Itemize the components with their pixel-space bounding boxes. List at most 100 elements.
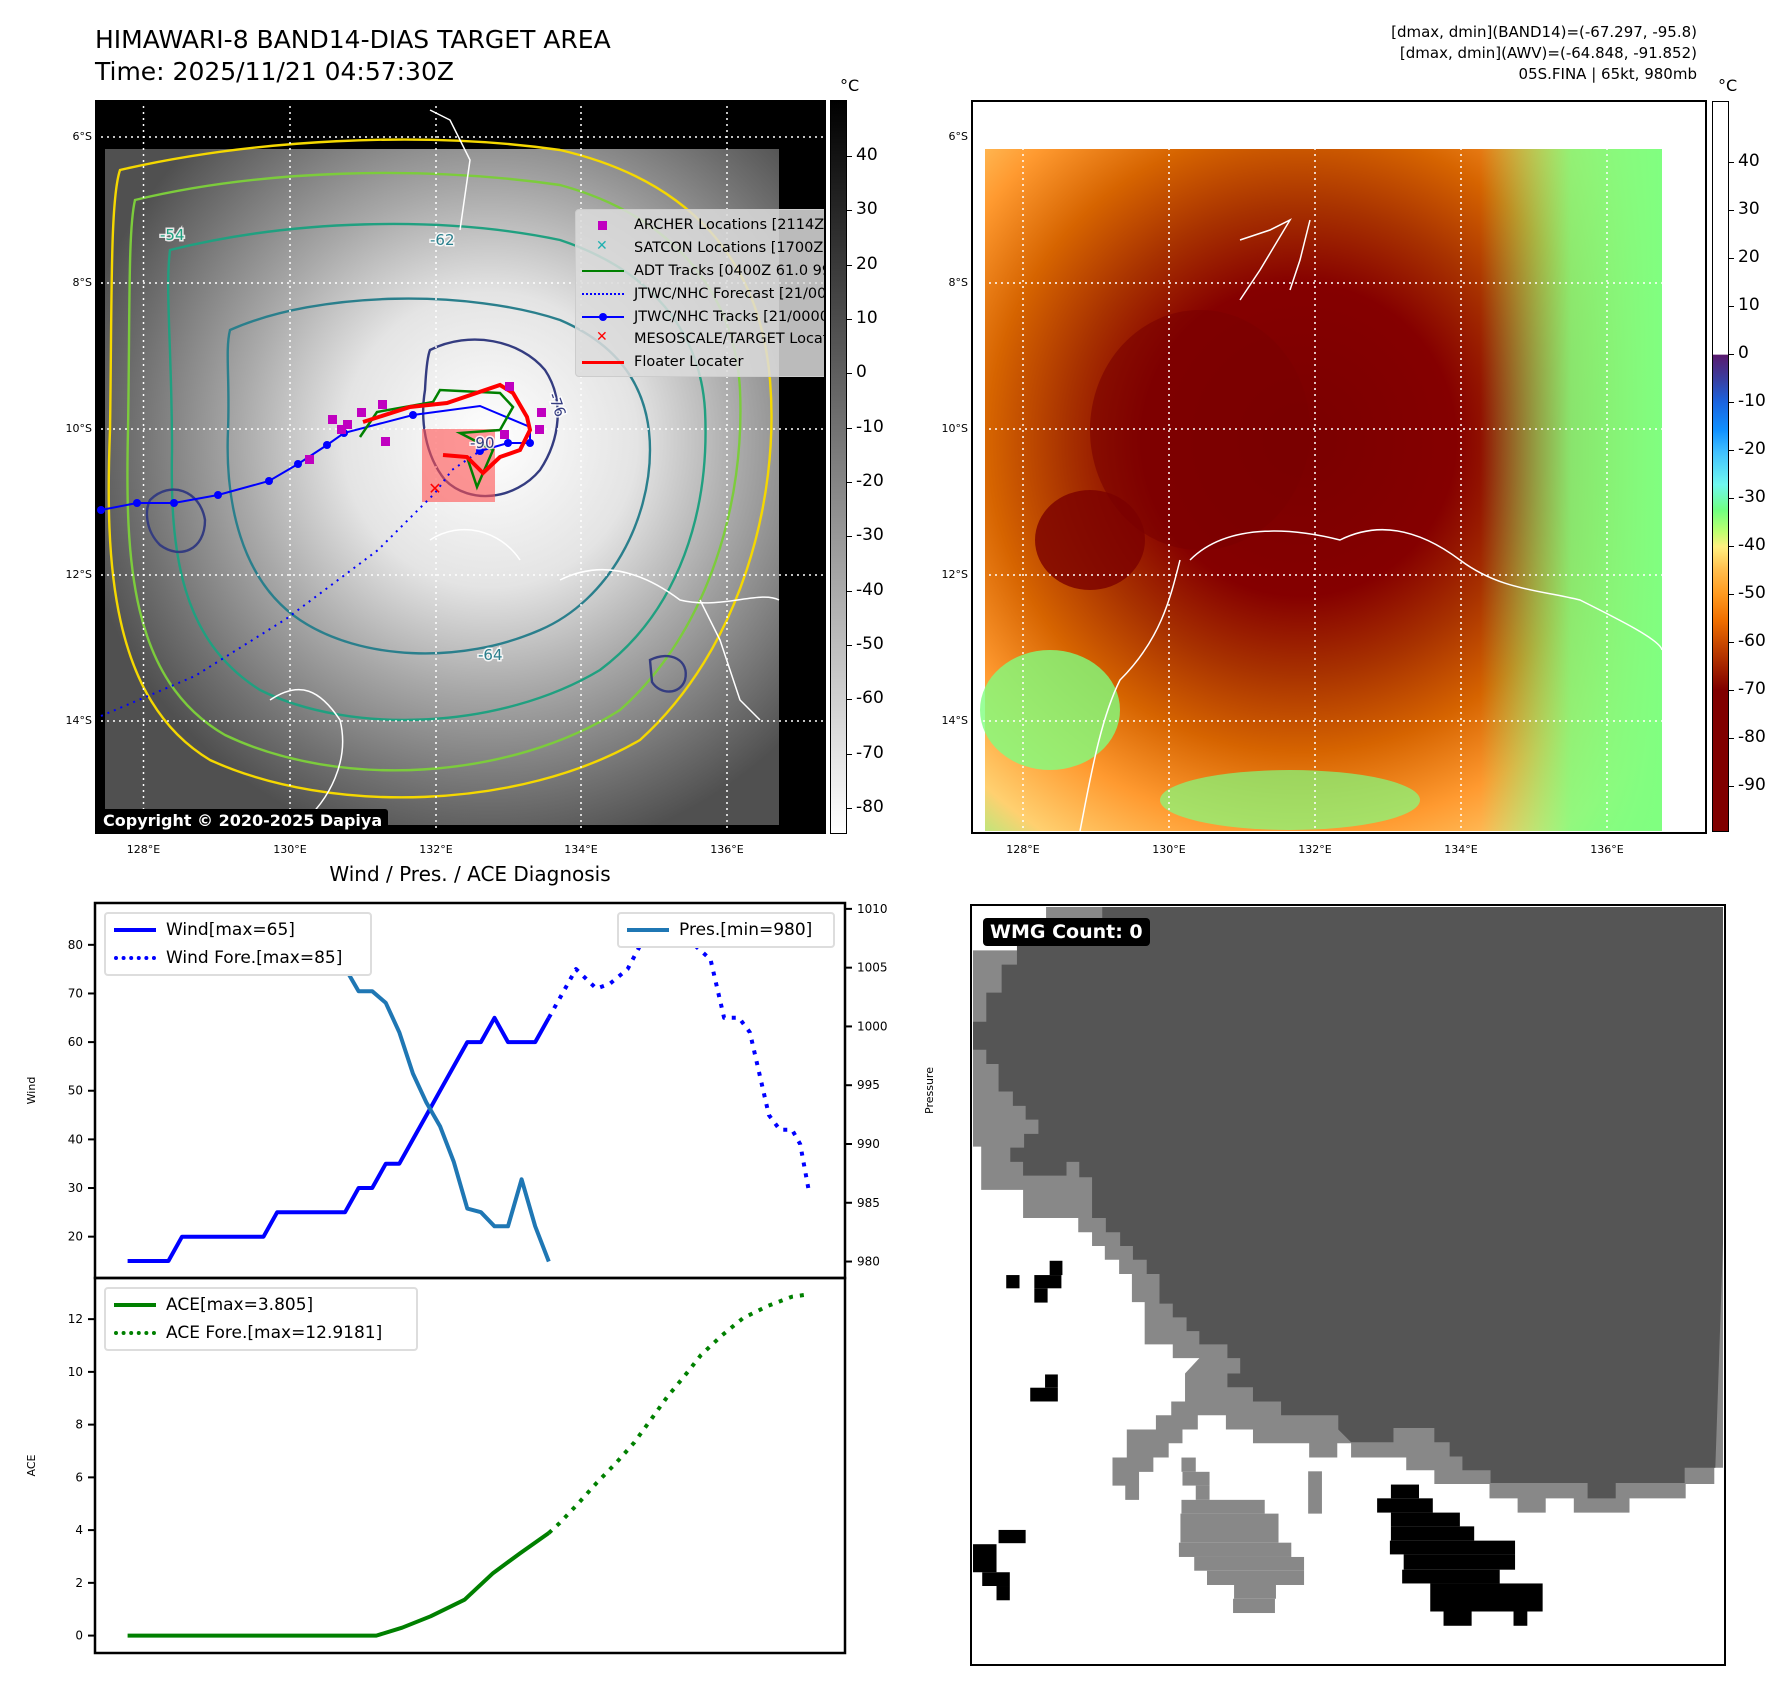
colorbar-tick-mark <box>1729 258 1734 260</box>
colorbar-tick-mark <box>847 373 852 375</box>
solid-line-icon <box>582 355 624 369</box>
legend-label: ACE[max=3.805] <box>166 1295 314 1315</box>
latitude-label: 14°S <box>941 714 968 727</box>
legend-item: ARCHER Locations [2114Z] <box>582 214 826 237</box>
axes-frame <box>93 1276 847 1655</box>
colorbar-tick-mark <box>847 155 852 157</box>
solid-line-icon <box>114 923 156 937</box>
y2-tick-label: 1005 <box>857 961 888 975</box>
colorbar-tick-label: -30 <box>856 525 884 546</box>
latitude-label: 6°S <box>948 130 968 143</box>
latitude-label: 10°S <box>941 422 968 435</box>
stats-block: [dmax, dmin](BAND14)=(-67.297, -95.8) [d… <box>1391 22 1697 85</box>
legend-label: JTWC/NHC Forecast [21/0000Z] <box>634 285 826 302</box>
latitude-label: 10°S <box>65 422 92 435</box>
y-tick-label: 60 <box>68 1035 83 1049</box>
contour-navy-west <box>145 488 207 554</box>
solid-line-icon <box>582 264 624 278</box>
wmg-dark-region <box>973 907 1723 1499</box>
legend-label: ARCHER Locations [2114Z] <box>634 217 826 234</box>
legend-item: Floater Locater <box>582 351 824 374</box>
contour-label: -62 <box>430 231 455 249</box>
latitude-label: 14°S <box>65 714 92 727</box>
legend-label: Floater Locater <box>634 354 744 371</box>
mesoscale-target-marker: ✕ <box>428 479 441 498</box>
legend-ace: ACE[max=3.805] <box>114 1291 416 1319</box>
colorbar-tick-label: -70 <box>856 742 884 763</box>
colorbar-tick-mark <box>1729 450 1734 452</box>
y2-tick-label: 985 <box>857 1196 880 1210</box>
colorbar-tick-label: -50 <box>1738 583 1766 604</box>
longitude-label: 134°E <box>1444 843 1478 856</box>
colorbar-tick-mark <box>847 753 852 755</box>
legend-label: ADT Tracks [0400Z 61.0 990.0] <box>634 262 824 279</box>
legend-label: ACE Fore.[max=12.9181] <box>166 1323 383 1343</box>
longitude-label: 136°E <box>1590 843 1624 856</box>
square-marker-icon <box>582 218 624 232</box>
colorbar-tick-mark <box>1729 594 1734 596</box>
longitude-label: 132°E <box>419 843 453 856</box>
colorbar-tick-label: 40 <box>1738 151 1760 172</box>
colorbar-tick-mark <box>1729 546 1734 548</box>
contour-label: -54 <box>160 226 185 244</box>
chart-title: Wind / Pres. / ACE Diagnosis <box>329 862 611 886</box>
y-axis-label: ACE <box>25 1454 38 1476</box>
colorbar-tick-label: -40 <box>856 579 884 600</box>
colorbar-tick-label: -70 <box>1738 679 1766 700</box>
band14-stats: [dmax, dmin](BAND14)=(-67.297, -95.8) <box>1391 23 1697 41</box>
y-tick-label: 0 <box>75 1629 83 1643</box>
longitude-label: 130°E <box>1152 843 1186 856</box>
colorbar-tick-mark <box>847 807 852 809</box>
colorbar-left <box>830 100 847 834</box>
wmg-count-badge: WMG Count: 0 <box>983 918 1150 946</box>
legend-wind: Wind[max=65] <box>114 916 370 944</box>
longitude-label: 130°E <box>273 843 307 856</box>
colorbar-tick-label: -50 <box>856 633 884 654</box>
colorbar-tick-label: -20 <box>1738 439 1766 460</box>
legend-label: JTWC/NHC Tracks [21/0000Z] <box>634 308 826 325</box>
y-tick-label: 6 <box>75 1470 83 1484</box>
colorbar-tick-mark <box>847 318 852 320</box>
pressure-legend: Pres.[min=980] <box>617 912 835 948</box>
wmg-grid <box>973 907 1723 1626</box>
figure-title: HIMAWARI-8 BAND14-DIAS TARGET AREA Time:… <box>95 24 611 88</box>
legend-pressure: Pres.[min=980] <box>627 916 833 944</box>
dotted-line-icon <box>582 287 624 301</box>
contour-navy <box>422 338 559 498</box>
wind-series-line <box>127 1015 551 1263</box>
contour-label: -64 <box>478 646 503 664</box>
y-tick-label: 40 <box>68 1132 83 1146</box>
storm-summary: 05S.FINA | 65kt, 980mb <box>1518 65 1697 83</box>
y-tick-label: 4 <box>75 1523 83 1537</box>
colorbar-tick-mark <box>1729 210 1734 212</box>
longitude-label: 134°E <box>564 843 598 856</box>
colorbar-right-unit: °C <box>1718 76 1738 95</box>
contour-navy-southeast <box>648 654 687 693</box>
y2-tick-label: 1000 <box>857 1019 888 1033</box>
colorbar-tick-label: 10 <box>1738 295 1760 316</box>
solid-line-icon <box>627 923 669 937</box>
colorbar-tick-label: 20 <box>856 253 878 274</box>
latitude-label: 12°S <box>65 568 92 581</box>
colorbar-left-unit: °C <box>840 76 860 95</box>
legend-label: SATCON Locations [1700Z 38 1000] <box>634 240 824 257</box>
dotted-line-icon <box>114 951 156 965</box>
colorbar-tick-mark <box>847 644 852 646</box>
wind-fore-series-line <box>547 918 811 1189</box>
colorbar-tick-label: -80 <box>856 796 884 817</box>
legend-item: ✕ SATCON Locations [1700Z 38 1000] <box>582 237 824 260</box>
colorbar-tick-label: -10 <box>1738 391 1766 412</box>
colorbar-tick-mark <box>847 427 852 429</box>
enhanced-ir-canvas <box>973 102 1705 832</box>
contour-blue-teal <box>226 297 652 655</box>
colorbar-tick-mark <box>1729 690 1734 692</box>
ace-fore-series-line <box>547 1292 809 1535</box>
colorbar-tick-mark <box>847 481 852 483</box>
legend-label: Wind Fore.[max=85] <box>166 948 343 968</box>
colorbar-tick-label: 30 <box>1738 199 1760 220</box>
legend-label: MESOSCALE/TARGET Location <box>634 331 824 348</box>
legend-item: JTWC/NHC Forecast [21/0000Z] <box>582 282 826 305</box>
colorbar-tick-label: 20 <box>1738 247 1760 268</box>
colorbar-tick-mark <box>1729 786 1734 788</box>
enhanced-ir-map <box>971 100 1707 834</box>
